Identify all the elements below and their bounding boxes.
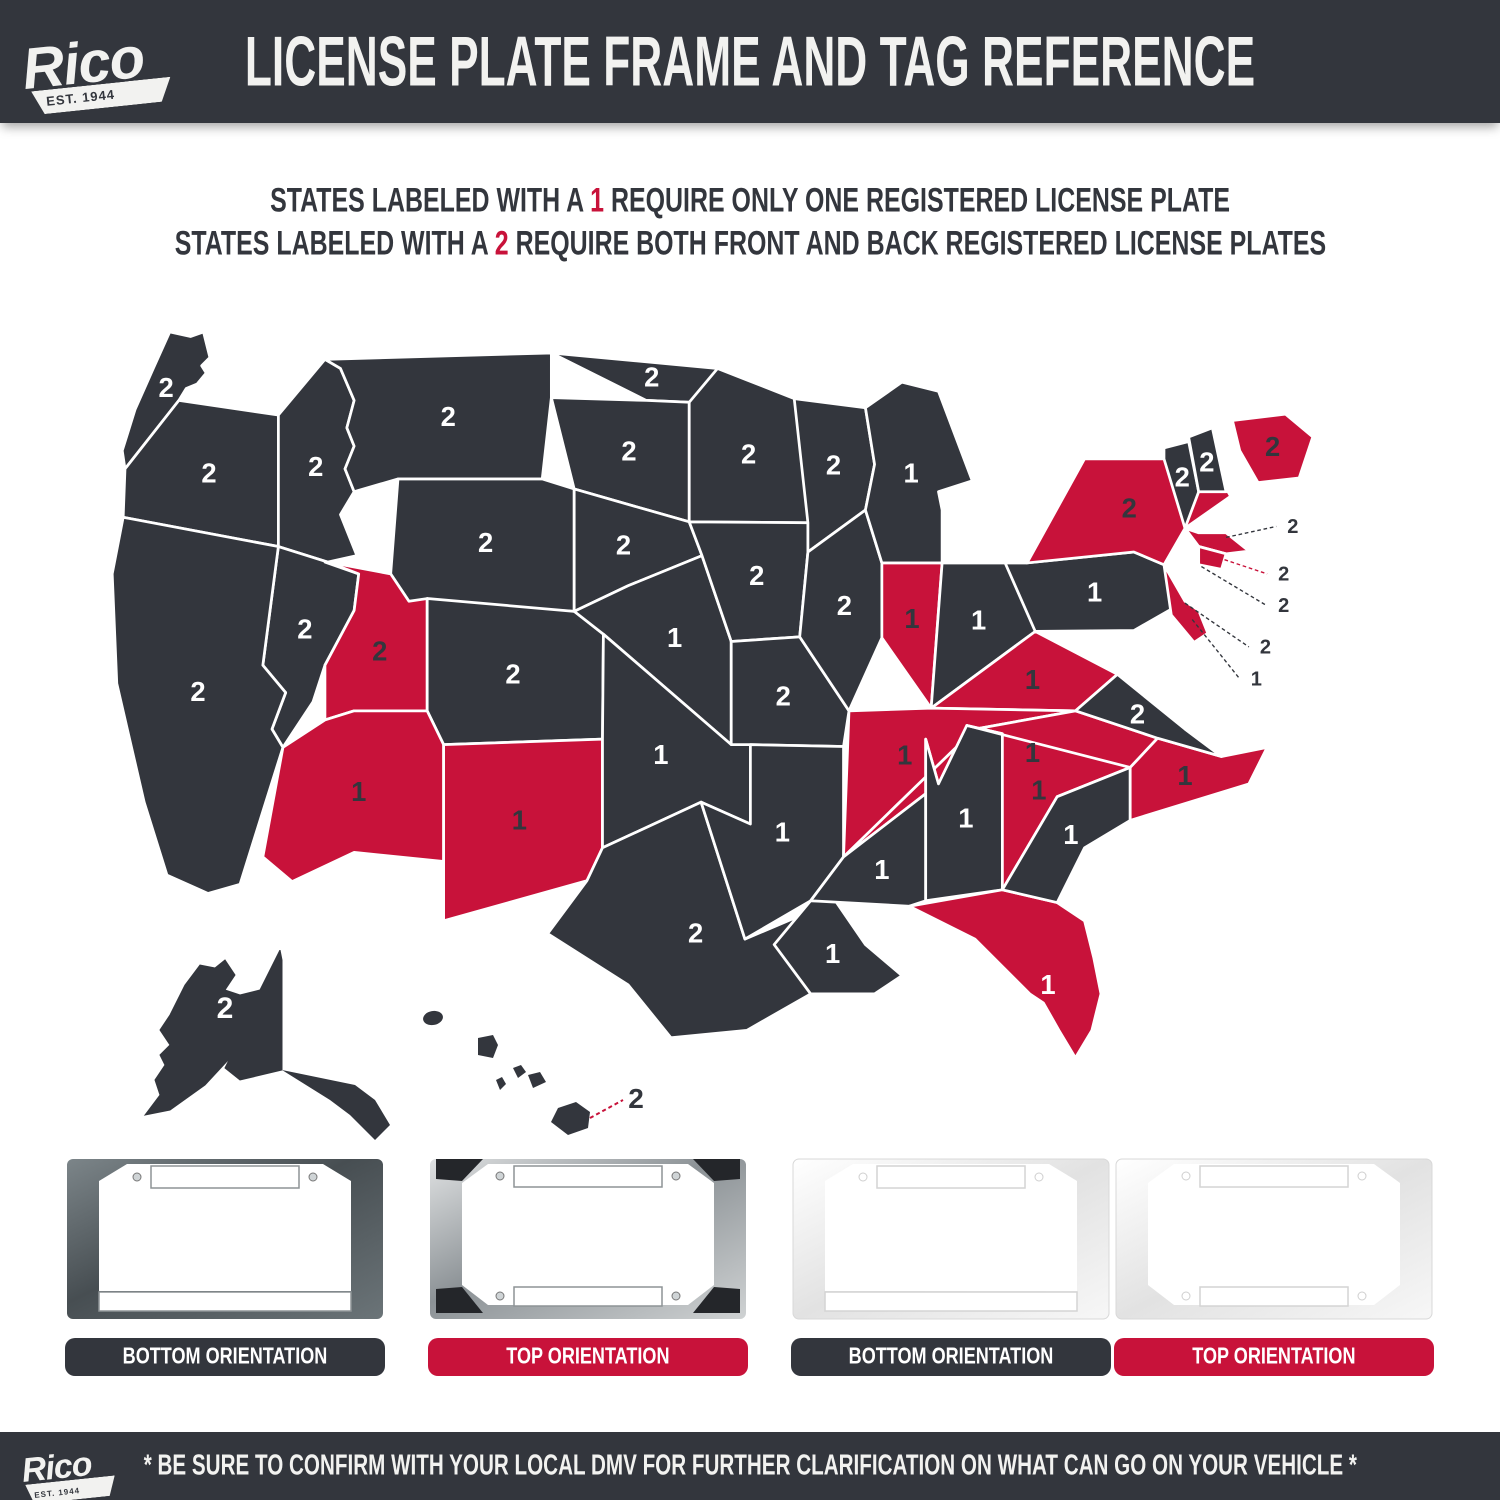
svg-text:2: 2 [776,680,791,711]
svg-text:2: 2 [1175,461,1190,492]
svg-text:2: 2 [372,636,387,667]
svg-text:1: 1 [971,605,986,636]
svg-text:2: 2 [1130,699,1145,730]
svg-text:2: 2 [688,918,703,949]
svg-text:1: 1 [1087,576,1102,607]
svg-text:2: 2 [1122,492,1137,523]
svg-text:2: 2 [190,676,205,707]
svg-text:2: 2 [1260,636,1271,658]
svg-text:1: 1 [1025,664,1040,695]
svg-text:1: 1 [904,603,919,634]
svg-text:2: 2 [478,527,493,558]
svg-text:1: 1 [1025,737,1040,768]
svg-text:2: 2 [1287,516,1298,538]
svg-text:2: 2 [837,590,852,621]
svg-text:2: 2 [621,436,636,467]
svg-text:2: 2 [644,362,659,393]
svg-text:1: 1 [1031,774,1046,805]
svg-text:1: 1 [1251,668,1262,690]
svg-text:1: 1 [1063,819,1078,850]
svg-text:2: 2 [1278,595,1289,617]
svg-text:2: 2 [616,530,631,561]
svg-text:2: 2 [505,658,520,689]
svg-text:1: 1 [897,740,912,771]
svg-text:1: 1 [1177,760,1192,791]
svg-text:2: 2 [1278,563,1289,585]
svg-text:2: 2 [158,372,173,403]
svg-text:1: 1 [825,938,840,969]
svg-text:2: 2 [1265,431,1280,462]
svg-text:1: 1 [512,805,527,836]
svg-text:2: 2 [441,401,456,432]
svg-text:2: 2 [1199,447,1214,478]
svg-text:2: 2 [201,458,216,489]
svg-text:2: 2 [749,560,764,591]
svg-text:1: 1 [903,458,918,489]
svg-text:1: 1 [667,622,682,653]
svg-text:1: 1 [1040,969,1055,1000]
svg-text:2: 2 [308,451,323,482]
svg-text:2: 2 [628,1083,644,1114]
svg-text:2: 2 [297,614,312,645]
svg-text:2: 2 [741,438,756,469]
svg-text:1: 1 [874,854,889,885]
svg-text:1: 1 [351,776,366,807]
svg-text:1: 1 [775,816,790,847]
svg-text:2: 2 [826,449,841,480]
svg-text:2: 2 [217,992,234,1025]
svg-text:1: 1 [958,803,973,834]
svg-text:1: 1 [653,739,668,770]
